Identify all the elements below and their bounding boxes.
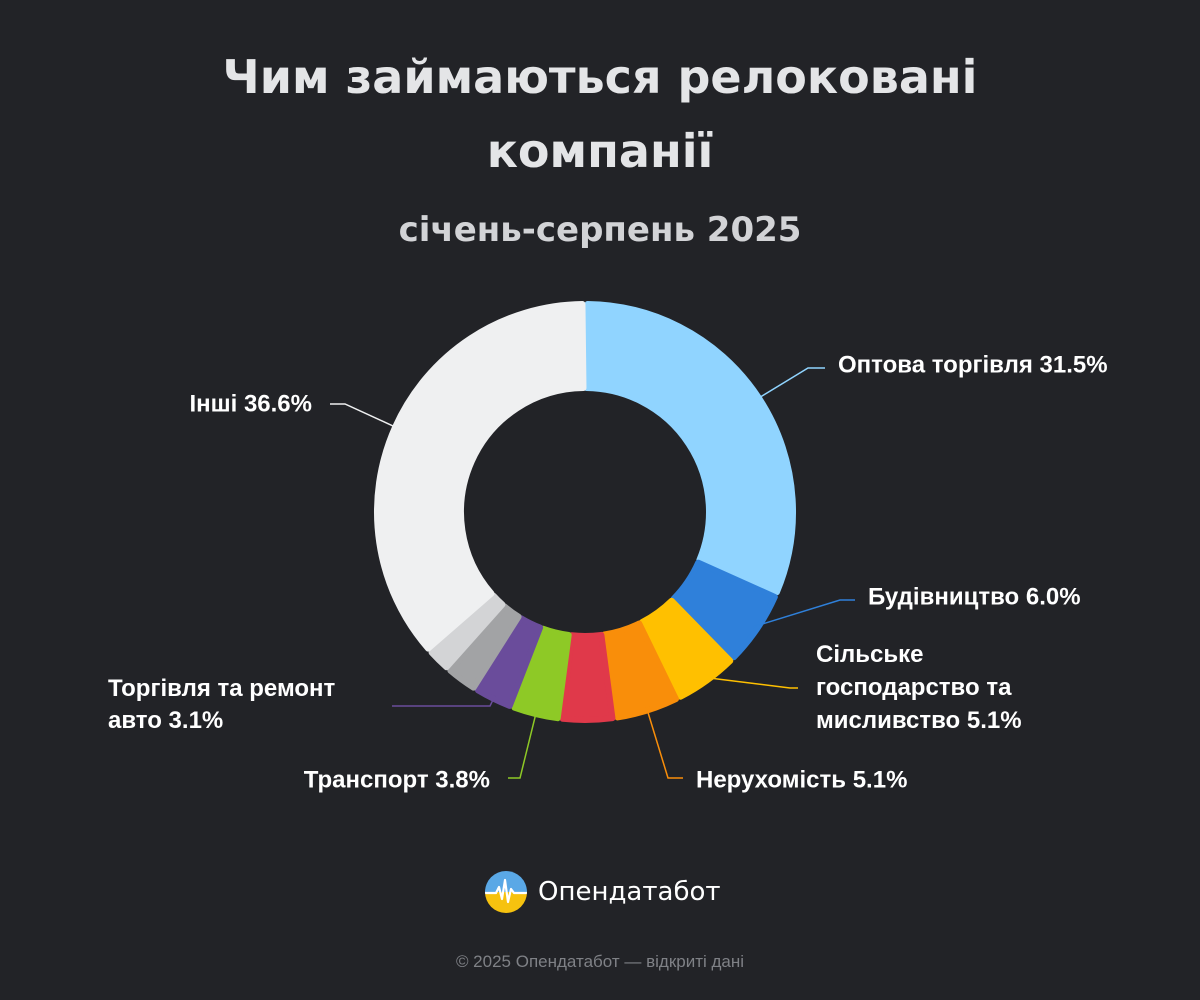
donut-slice-unlabeled-8[interactable]: [447, 603, 522, 691]
connector-line: [392, 694, 496, 707]
slice-label: Транспорт 3.8%: [304, 766, 490, 793]
donut-slice-3[interactable]: [638, 597, 734, 700]
connector-line: [645, 706, 683, 779]
footer-copyright: © 2025 Опендатабот — відкриті дані: [455, 952, 745, 971]
connector-line: [704, 676, 798, 689]
slice-label: Оптова торгівля 31.5%: [838, 351, 1108, 378]
chart-subtitle: січень-серпень 2025: [398, 210, 802, 250]
connector-line: [753, 599, 855, 628]
donut-slice-unlabeled-5[interactable]: [559, 631, 616, 723]
connector-line: [508, 710, 538, 779]
connector-line: [755, 367, 825, 401]
connector-line: [330, 403, 400, 430]
slice-label: Інші 36.6%: [189, 390, 312, 417]
donut-slice-6[interactable]: [511, 625, 572, 722]
donut-slice-1[interactable]: [583, 301, 796, 596]
donut-slice-7[interactable]: [474, 615, 544, 709]
chart-title: Чим займаються релоковані компанії: [222, 50, 978, 178]
slice-label: Будівництво 6.0%: [868, 583, 1081, 610]
donut-slice-2[interactable]: [670, 559, 778, 661]
slice-label: Торгівля та ремонт авто 3.1%: [108, 675, 336, 734]
donut-slice-4[interactable]: [601, 620, 679, 721]
pulse-circle-icon: [485, 871, 527, 913]
slice-label: Сільське господарство та мисливство 5.1%: [816, 641, 1022, 734]
brand-logo[interactable]: Опендатабот: [484, 870, 721, 914]
donut-slice-unlabeled-9[interactable]: [428, 592, 506, 671]
slice-label: Нерухомість 5.1%: [696, 766, 907, 793]
brand-name: Опендатабот: [538, 877, 721, 907]
donut-slice-10[interactable]: [374, 301, 587, 652]
